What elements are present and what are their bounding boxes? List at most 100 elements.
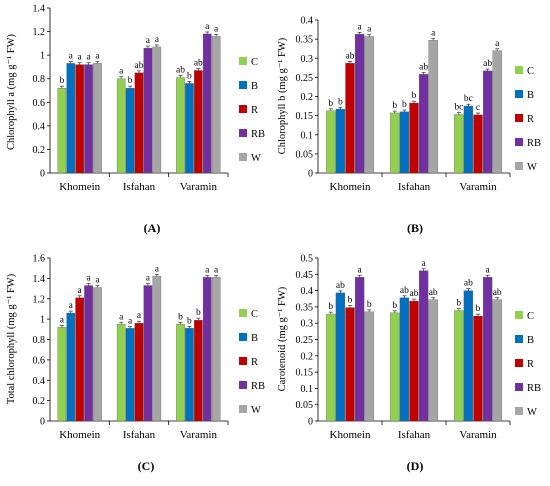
legend-swatch-r (239, 357, 247, 365)
significance-letter: ab (464, 279, 473, 289)
significance-letter: a (119, 67, 124, 77)
y-tick-label: 0.05 (296, 400, 314, 411)
bar-c (454, 114, 464, 174)
y-tick-label: 1.2 (33, 294, 46, 305)
significance-letter: ab (194, 58, 203, 68)
y-tick-label: 0.05 (296, 149, 314, 160)
y-tick-label: 0.4 (33, 376, 46, 387)
y-tick-label: 0.8 (33, 74, 46, 85)
significance-letter: a (495, 39, 500, 49)
x-tick-label: Varamin (459, 429, 497, 441)
significance-letter: a (214, 265, 219, 275)
significance-letter: a (128, 316, 133, 326)
significance-letter: b (348, 296, 353, 306)
significance-letter: a (69, 301, 74, 311)
bar-w (152, 276, 162, 422)
y-tick-label: 0 (308, 169, 313, 180)
bar-c (116, 78, 126, 174)
bar-b (125, 87, 135, 174)
significance-letter: b (187, 316, 192, 326)
significance-letter: b (328, 99, 333, 109)
chart-panel-3: 0 0.2 0.4 0.6 0.8 1 1.2 1.4 1.6 Total chlorophyll… (6, 254, 265, 474)
legend-label: W (527, 162, 537, 173)
legend-label: C (527, 311, 534, 322)
y-tick-label: 0.2 (301, 92, 314, 103)
significance-letter: a (155, 264, 160, 274)
y-tick-label: 1.4 (33, 4, 46, 15)
significance-letter: a (357, 265, 362, 275)
x-tick-label: Khomein (330, 429, 371, 441)
y-tick-label: 0.1 (301, 130, 314, 141)
x-tick-label: Khomein (330, 181, 371, 193)
legend: C B R RB W (515, 66, 541, 173)
bar-rb (143, 285, 153, 422)
bar-rb (482, 70, 493, 174)
significance-letter: b (456, 299, 461, 309)
significance-letter: a (146, 274, 151, 284)
bar-w (211, 36, 221, 174)
legend-swatch-rb (515, 383, 523, 391)
legend-label: B (251, 81, 258, 92)
legend-swatch-r (515, 359, 523, 367)
significance-letter: a (485, 265, 490, 275)
y-tick-label: 0.25 (296, 335, 314, 346)
bar-rb (354, 277, 365, 422)
legend-label: W (251, 405, 261, 416)
bar-b (125, 328, 135, 422)
bar-rb (202, 33, 212, 174)
legend: C B R RB W (239, 57, 265, 164)
bar-w (364, 311, 374, 422)
y-tick-label: 1 (40, 51, 45, 62)
panel-label: (D) (407, 459, 424, 473)
bar-rb (482, 277, 493, 422)
significance-letter: ab (419, 62, 428, 72)
y-tick-label: 1.2 (33, 27, 46, 38)
legend-swatch-w (239, 153, 247, 161)
y-tick-label: 0.1 (301, 384, 314, 395)
legend-swatch-r (515, 114, 523, 122)
significance-letter: ab (400, 286, 409, 296)
bar-b (66, 63, 76, 174)
significance-letter: b (128, 76, 133, 86)
y-tick-label: 0.6 (33, 355, 46, 366)
significance-letter: b (412, 91, 417, 101)
legend-swatch-c (515, 311, 523, 319)
bar-b (335, 108, 346, 174)
x-tick-label: Varamin (180, 181, 218, 193)
bar-w (211, 277, 221, 422)
significance-letter: a (95, 276, 100, 286)
x-tick-label: Isfahan (398, 429, 431, 441)
y-tick-label: 0.4 (301, 16, 314, 27)
bar-r (345, 307, 355, 422)
legend-swatch-w (515, 162, 523, 170)
y-tick-label: 0.25 (296, 73, 314, 84)
legend-label: R (527, 359, 534, 370)
legend-swatch-w (515, 407, 523, 415)
y-tick-label: 1.6 (33, 254, 46, 265)
bar-b (185, 83, 194, 174)
bar-r (134, 72, 144, 174)
y-tick-label: 0.2 (33, 396, 46, 407)
significance-letter: a (205, 22, 210, 32)
legend-swatch-c (239, 309, 247, 317)
bar-w (364, 36, 374, 174)
y-tick-label: 0.15 (296, 111, 314, 122)
legend-label: RB (251, 129, 265, 140)
legend-swatch-r (239, 105, 247, 113)
significance-letter: a (431, 28, 436, 38)
significance-letter: b (392, 301, 397, 311)
bar-w (93, 287, 102, 422)
legend-label: R (251, 105, 258, 116)
legend: C B R RB W (239, 309, 265, 416)
bar-c (176, 77, 185, 174)
bar-rb (418, 74, 429, 174)
significance-letter: b (328, 302, 333, 312)
bar-b (463, 290, 474, 422)
bar-r (75, 297, 84, 422)
y-tick-label: 0.15 (296, 368, 314, 379)
bar-r (409, 102, 419, 174)
significance-letter: bc (454, 103, 463, 113)
y-tick-label: 0.6 (33, 98, 46, 109)
